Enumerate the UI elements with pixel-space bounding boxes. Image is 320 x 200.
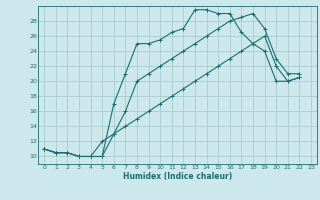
X-axis label: Humidex (Indice chaleur): Humidex (Indice chaleur) <box>123 172 232 181</box>
